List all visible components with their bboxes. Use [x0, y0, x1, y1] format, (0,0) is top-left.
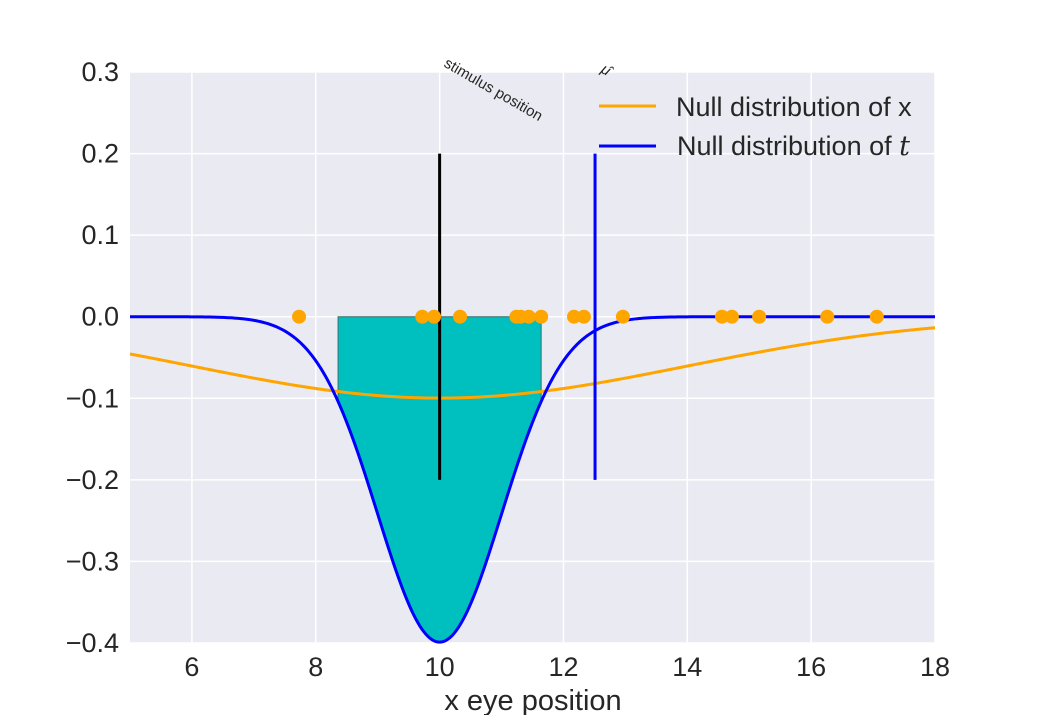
sample-point: [453, 309, 468, 324]
y-tick-label: −0.2: [66, 465, 119, 495]
sample-points: [292, 309, 884, 324]
legend-label-t: Null distribution of t: [677, 131, 910, 162]
null-distribution-x-line: [129, 326, 936, 400]
sample-point: [615, 309, 630, 324]
sample-point: [576, 309, 591, 324]
sample-point: [427, 309, 442, 324]
sample-point: [534, 309, 549, 324]
x-tick-label: 12: [548, 652, 578, 682]
y-tick-label: 0.0: [81, 302, 119, 332]
series-lines: [129, 315, 936, 644]
sample-point: [566, 309, 581, 324]
x-tick-label: 14: [672, 652, 702, 682]
y-tick-label: −0.3: [66, 546, 119, 576]
sample-point: [415, 309, 430, 324]
y-tick-label: 0.1: [81, 220, 119, 250]
y-axis-ticks: 0.3 0.2 0.1 0.0 −0.1 −0.2 −0.3 −0.4: [66, 57, 119, 658]
sample-point: [714, 309, 729, 324]
null-distribution-t-line: [129, 315, 935, 644]
y-tick-label: −0.4: [66, 628, 119, 658]
sample-point: [292, 309, 307, 324]
sample-point: [752, 309, 767, 324]
sample-point: [820, 309, 835, 324]
sample-point: [724, 309, 739, 324]
x-axis-ticks: 6 8 10 12 14 16 18: [184, 652, 950, 682]
y-tick-label: −0.1: [66, 383, 119, 413]
x-tick-label: 8: [308, 652, 323, 682]
x-tick-label: 18: [920, 652, 950, 682]
y-tick-label: 0.2: [81, 139, 119, 169]
legend-label-x: Null distribution of x: [676, 92, 912, 122]
x-tick-label: 6: [184, 652, 199, 682]
x-tick-label: 10: [425, 652, 455, 682]
x-tick-label: 16: [796, 652, 826, 682]
sample-point: [521, 309, 536, 324]
x-axis-label: x eye position: [444, 685, 621, 715]
legend: Null distribution of x Null distribution…: [599, 92, 912, 162]
y-tick-label: 0.3: [81, 57, 119, 87]
sample-point: [869, 309, 884, 324]
